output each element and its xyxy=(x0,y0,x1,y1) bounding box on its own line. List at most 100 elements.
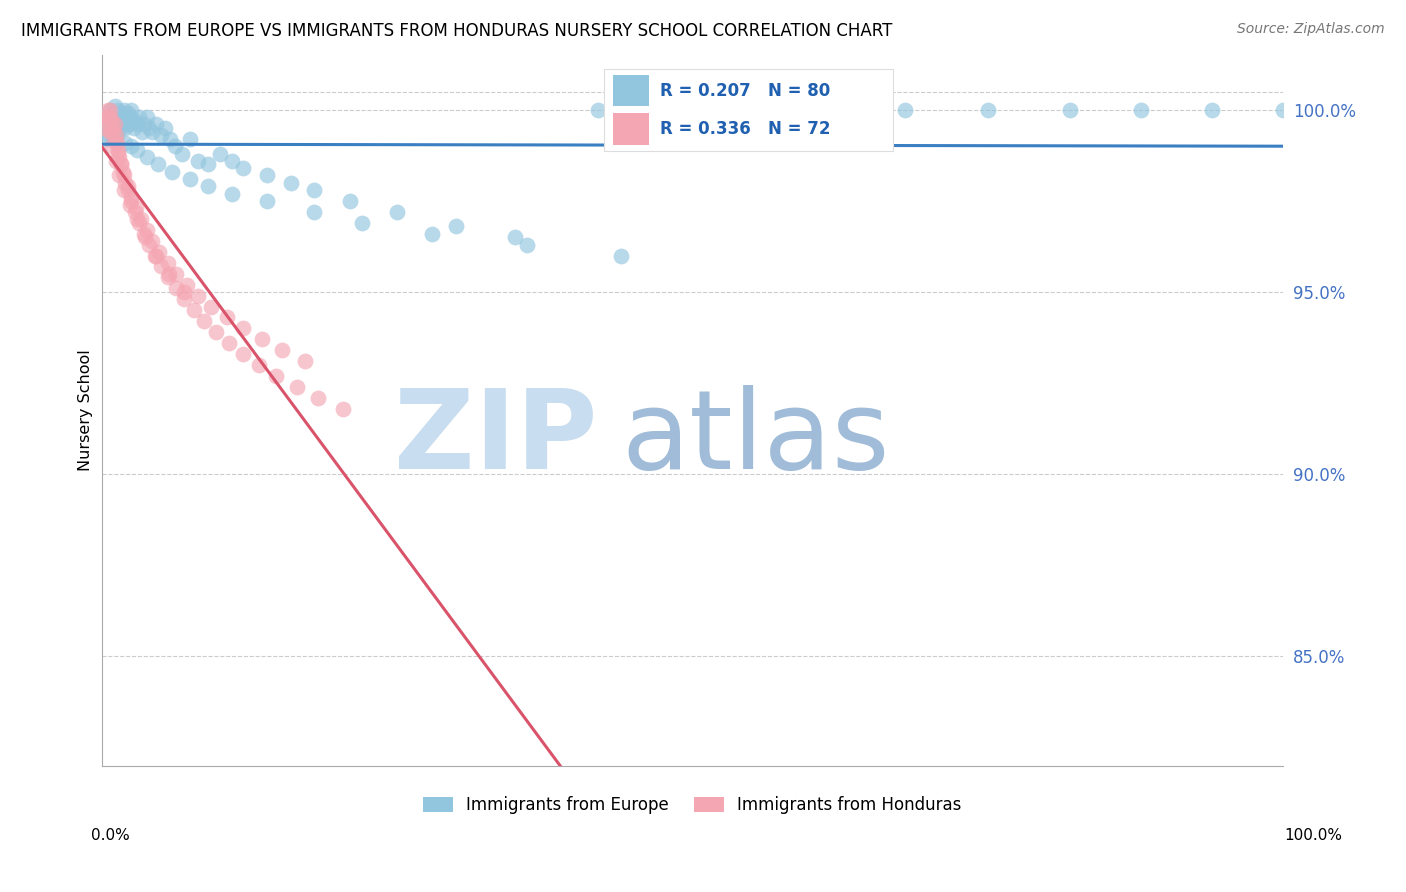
Immigrants from Honduras xyxy=(141,234,163,248)
Immigrants from Honduras xyxy=(104,136,127,150)
Immigrants from Honduras xyxy=(104,117,127,131)
Immigrants from Honduras xyxy=(110,157,132,171)
Bar xyxy=(613,113,648,145)
Immigrants from Honduras xyxy=(165,267,187,281)
Immigrants from Europe xyxy=(118,110,141,124)
Immigrants from Europe xyxy=(135,110,157,124)
Immigrants from Europe xyxy=(304,183,326,197)
Immigrants from Europe xyxy=(159,132,181,146)
Immigrants from Honduras xyxy=(104,128,127,143)
Immigrants from Europe xyxy=(114,120,136,135)
Immigrants from Europe xyxy=(256,194,278,208)
Immigrants from Europe xyxy=(105,120,128,135)
Immigrants from Honduras xyxy=(111,165,134,179)
Immigrants from Honduras xyxy=(143,248,166,262)
Immigrants from Honduras xyxy=(120,194,142,208)
Immigrants from Honduras xyxy=(117,179,139,194)
Immigrants from Honduras xyxy=(101,113,124,128)
Immigrants from Europe xyxy=(131,125,153,139)
Immigrants from Europe xyxy=(97,128,120,143)
Text: R = 0.207   N = 80: R = 0.207 N = 80 xyxy=(661,81,831,100)
Immigrants from Honduras xyxy=(232,321,254,335)
Text: atlas: atlas xyxy=(621,385,890,492)
Text: IMMIGRANTS FROM EUROPE VS IMMIGRANTS FROM HONDURAS NURSERY SCHOOL CORRELATION CH: IMMIGRANTS FROM EUROPE VS IMMIGRANTS FRO… xyxy=(21,22,893,40)
Immigrants from Europe xyxy=(740,103,762,117)
Immigrants from Europe xyxy=(187,153,209,168)
Immigrants from Honduras xyxy=(193,314,215,328)
Immigrants from Europe xyxy=(503,230,526,244)
Immigrants from Honduras xyxy=(103,125,125,139)
Immigrants from Honduras xyxy=(187,288,209,302)
Immigrants from Europe xyxy=(280,176,302,190)
Bar xyxy=(613,75,648,106)
Immigrants from Honduras xyxy=(100,113,122,128)
Immigrants from Honduras xyxy=(294,354,316,368)
Immigrants from Europe xyxy=(1130,103,1153,117)
Immigrants from Honduras xyxy=(108,150,131,164)
Immigrants from Honduras xyxy=(138,237,160,252)
Immigrants from Europe xyxy=(197,179,219,194)
Immigrants from Honduras xyxy=(205,325,228,339)
Immigrants from Honduras xyxy=(125,201,148,215)
Immigrants from Honduras xyxy=(149,260,172,274)
Immigrants from Europe xyxy=(128,110,150,124)
Immigrants from Honduras xyxy=(135,223,157,237)
Immigrants from Europe xyxy=(304,204,326,219)
Text: 0.0%: 0.0% xyxy=(91,828,131,843)
Immigrants from Europe xyxy=(122,120,145,135)
Immigrants from Honduras xyxy=(165,281,187,295)
Immigrants from Honduras xyxy=(145,248,167,262)
Immigrants from Europe xyxy=(115,113,138,128)
Immigrants from Honduras xyxy=(148,244,170,259)
Immigrants from Honduras xyxy=(332,401,354,416)
Immigrants from Europe xyxy=(149,128,172,143)
Immigrants from Europe xyxy=(350,216,373,230)
Immigrants from Honduras xyxy=(271,343,294,358)
Immigrants from Europe xyxy=(101,106,124,120)
Immigrants from Honduras xyxy=(118,197,141,211)
Immigrants from Honduras xyxy=(103,120,125,135)
Immigrants from Europe xyxy=(107,103,129,117)
Text: Source: ZipAtlas.com: Source: ZipAtlas.com xyxy=(1237,22,1385,37)
Immigrants from Europe xyxy=(97,110,120,124)
Immigrants from Europe xyxy=(114,136,136,150)
Immigrants from Europe xyxy=(98,103,121,117)
Immigrants from Europe xyxy=(125,143,148,157)
Immigrants from Honduras xyxy=(156,256,179,270)
Immigrants from Honduras xyxy=(108,169,131,183)
Legend: Immigrants from Europe, Immigrants from Honduras: Immigrants from Europe, Immigrants from … xyxy=(416,789,969,822)
Immigrants from Honduras xyxy=(157,267,180,281)
Immigrants from Europe xyxy=(586,103,609,117)
Immigrants from Honduras xyxy=(173,285,195,299)
Immigrants from Honduras xyxy=(96,110,118,124)
Immigrants from Honduras xyxy=(307,391,329,405)
Immigrants from Europe xyxy=(256,169,278,183)
Immigrants from Europe xyxy=(118,117,141,131)
Immigrants from Honduras xyxy=(183,303,205,318)
Immigrants from Honduras xyxy=(156,270,179,285)
Immigrants from Europe xyxy=(141,125,163,139)
Immigrants from Honduras xyxy=(97,117,120,131)
Immigrants from Europe xyxy=(170,146,193,161)
Immigrants from Europe xyxy=(155,120,177,135)
Immigrants from Europe xyxy=(232,161,254,175)
Immigrants from Europe xyxy=(179,132,201,146)
FancyBboxPatch shape xyxy=(603,70,893,151)
Immigrants from Honduras xyxy=(98,110,121,124)
Immigrants from Europe xyxy=(120,103,142,117)
Immigrants from Europe xyxy=(117,106,139,120)
Immigrants from Europe xyxy=(120,139,142,153)
Immigrants from Europe xyxy=(104,99,127,113)
Immigrants from Europe xyxy=(96,132,118,146)
Immigrants from Honduras xyxy=(252,332,274,346)
Immigrants from Honduras xyxy=(266,368,288,383)
Immigrants from Honduras xyxy=(96,110,118,124)
Immigrants from Europe xyxy=(339,194,361,208)
Immigrants from Europe xyxy=(103,132,125,146)
Immigrants from Europe xyxy=(208,146,231,161)
Text: ZIP: ZIP xyxy=(395,385,598,492)
Immigrants from Europe xyxy=(385,204,408,219)
Immigrants from Europe xyxy=(894,103,917,117)
Immigrants from Honduras xyxy=(200,300,222,314)
Immigrants from Honduras xyxy=(134,230,156,244)
